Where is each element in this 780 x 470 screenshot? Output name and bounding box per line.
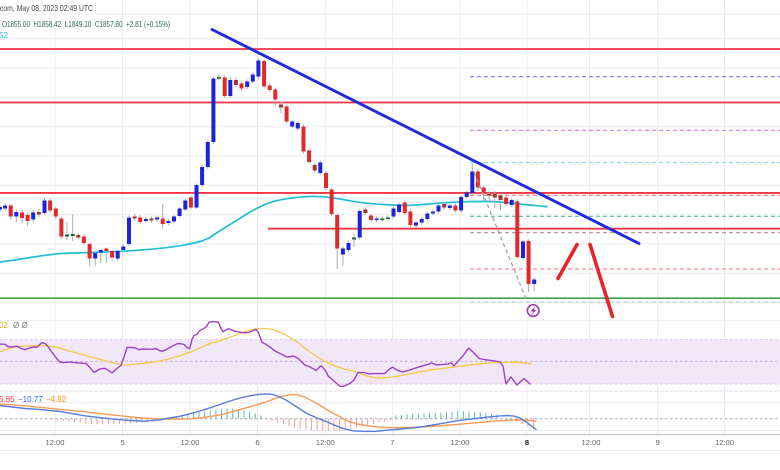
svg-text:6: 6	[255, 438, 259, 447]
svg-text:12:00: 12:00	[450, 438, 469, 447]
svg-text:7: 7	[390, 438, 394, 447]
svg-text:O1855.00 H1858.42 L1849.10: O1855.00 H1858.42 L1849.10 C1857.80 +2.8…	[2, 20, 170, 29]
svg-text:.com, May 08, 2023 02:49 UTC: .com, May 08, 2023 02:49 UTC	[0, 4, 93, 13]
svg-text:Ø Ø: Ø Ø	[13, 321, 28, 330]
svg-text:12:00: 12:00	[715, 438, 734, 447]
svg-text:12:00: 12:00	[180, 438, 199, 447]
svg-text:12:00: 12:00	[316, 438, 335, 447]
svg-text:12:00: 12:00	[581, 438, 600, 447]
svg-text:−10.77: −10.77	[18, 395, 43, 404]
svg-text:52: 52	[0, 31, 8, 40]
svg-text:02: 02	[0, 321, 8, 330]
svg-text:−4.92: −4.92	[46, 395, 67, 404]
svg-text:9: 9	[656, 438, 660, 447]
svg-text:5.85: 5.85	[0, 395, 15, 404]
svg-text:12:00: 12:00	[45, 438, 64, 447]
svg-text:8: 8	[525, 438, 529, 447]
svg-text:5: 5	[120, 438, 124, 447]
